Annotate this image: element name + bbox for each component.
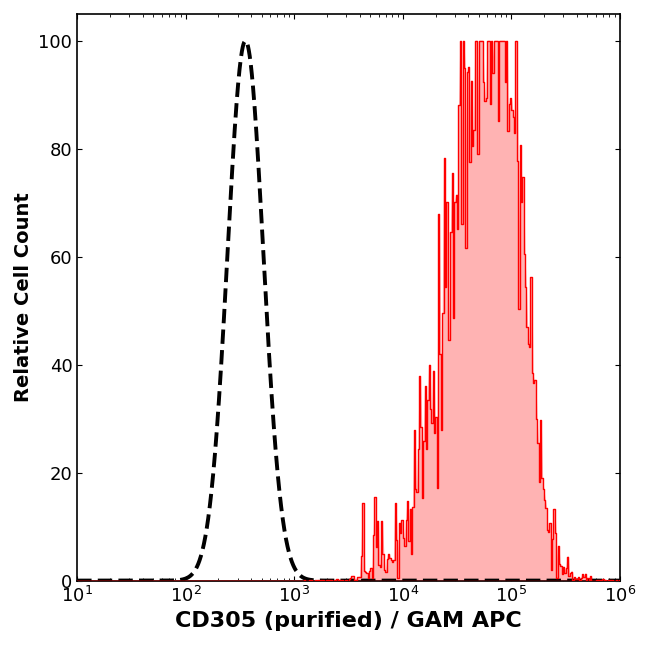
Y-axis label: Relative Cell Count: Relative Cell Count bbox=[14, 192, 33, 402]
X-axis label: CD305 (purified) / GAM APC: CD305 (purified) / GAM APC bbox=[176, 611, 522, 631]
